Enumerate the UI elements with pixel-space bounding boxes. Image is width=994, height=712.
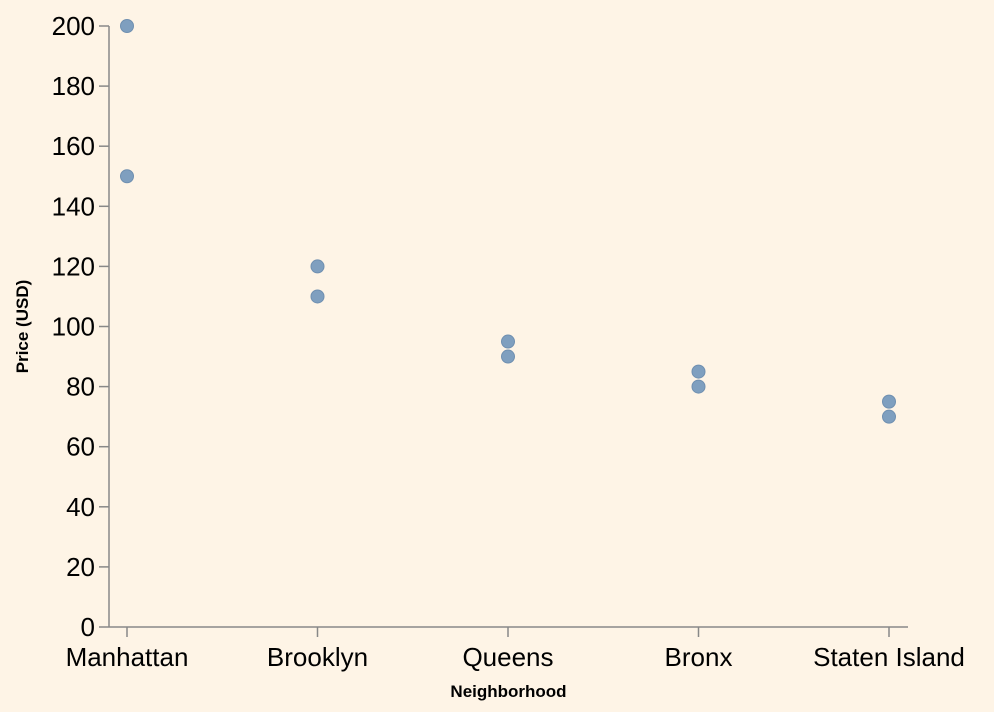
x-tick-label: Manhattan [66, 642, 189, 672]
y-tick-label: 80 [66, 372, 95, 402]
y-tick-label: 60 [66, 432, 95, 462]
data-point [501, 349, 515, 364]
x-tick-label: Bronx [665, 642, 733, 672]
x-tick-label: Brooklyn [267, 642, 368, 672]
data-point [691, 379, 706, 394]
data-point [120, 169, 134, 184]
data-point [501, 334, 515, 349]
data-point [310, 259, 325, 274]
x-axis-title: Neighborhood [450, 682, 566, 701]
y-tick-label: 20 [66, 552, 95, 582]
x-tick-label: Staten Island [813, 642, 965, 672]
data-point [691, 364, 706, 379]
y-tick-label: 100 [52, 312, 95, 342]
y-tick-label: 140 [52, 191, 95, 221]
data-points [120, 19, 896, 424]
data-point [882, 394, 896, 409]
x-tick-label: Queens [462, 642, 553, 672]
y-tick-label: 40 [66, 492, 95, 522]
data-point [120, 19, 134, 33]
data-point [310, 289, 325, 304]
y-tick-label: 160 [52, 131, 95, 161]
x-axis: Manhattan Brooklyn Queens Bronx Staten Islan… [66, 626, 965, 672]
y-tick-label: 200 [52, 11, 95, 41]
data-point [882, 409, 896, 424]
y-axis: 0 20 40 60 80 100 120 140 160 180 200 [52, 11, 110, 642]
y-axis-title: Price (USD) [13, 280, 32, 374]
y-tick-label: 180 [52, 71, 95, 101]
y-tick-label: 120 [52, 251, 95, 281]
y-tick-label: 0 [81, 612, 95, 642]
